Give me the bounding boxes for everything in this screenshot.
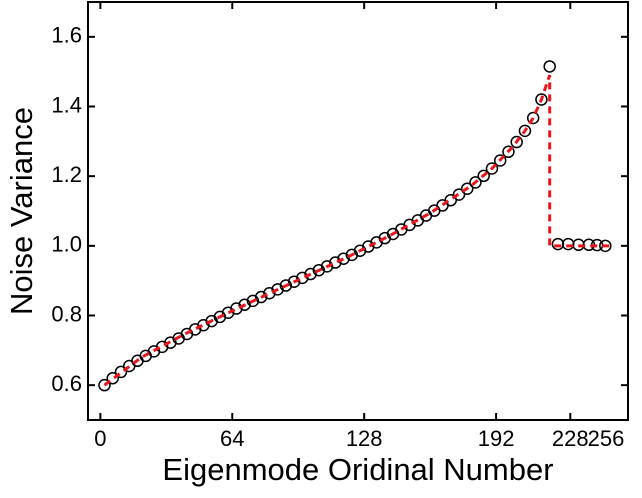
data-point [271,283,284,296]
data-point [510,135,523,149]
data-point [518,124,532,138]
data-point [304,267,317,281]
x-tick-label: 228 [552,426,589,451]
x-tick-label: 128 [346,426,383,451]
data-point [477,169,490,183]
plot-frame [87,1,629,421]
data-point [329,256,342,269]
y-tick-label: 1.6 [51,23,82,48]
data-point [263,286,276,300]
data-point [296,271,309,285]
data-point [452,188,466,201]
data-point [535,93,548,106]
y-tick-label: 1.0 [51,232,82,257]
y-tick-label: 0.6 [51,371,82,396]
data-point [493,154,507,167]
x-axis-title: Eigenmode Oridinal Number [162,452,553,487]
data-point [320,260,334,273]
data-point [287,275,301,288]
data-point [238,298,251,311]
x-tick-label: 192 [478,426,515,451]
data-point [312,263,326,277]
data-point [526,111,540,125]
data-point [279,279,293,292]
data-point [106,371,119,385]
data-point [485,162,499,175]
data-point [230,302,243,315]
y-tick-label: 1.2 [51,162,82,187]
x-tick-label: 0 [94,426,106,451]
x-tick-label: 64 [220,426,244,451]
data-point [469,176,482,189]
data-point [254,290,268,304]
data-point [561,237,575,251]
data-point [246,294,260,308]
data-point [551,237,565,251]
x-tick-label: 256 [588,426,625,451]
data-point [98,378,111,392]
model-line [103,74,610,387]
data-point [114,365,128,379]
data-point [543,60,556,73]
data-point [337,252,350,265]
data-point [460,182,474,195]
data-point [599,239,612,253]
y-axis-title: Noise Variance [4,107,39,315]
y-tick-label: 1.4 [51,92,82,117]
data-point [502,145,515,159]
y-tick-label: 0.8 [51,301,82,326]
